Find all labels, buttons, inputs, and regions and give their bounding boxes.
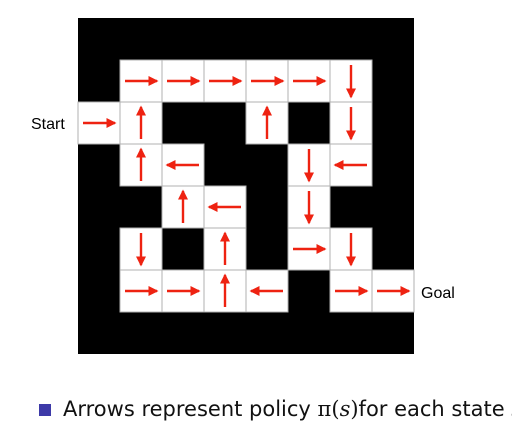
close-paren: ) [350, 397, 359, 421]
goal-label: Goal [421, 285, 455, 302]
maze-cells [77, 59, 415, 313]
caption: Arrows represent policy π(s) for each st… [39, 397, 512, 421]
pi-symbol: π [317, 397, 332, 421]
maze-diagram [77, 18, 415, 354]
state-variable: s [339, 397, 351, 421]
open-paren: ( [331, 397, 340, 421]
start-label: Start [31, 116, 65, 133]
policy-arrows [83, 65, 411, 307]
caption-prefix: Arrows represent policy [63, 397, 311, 421]
bullet-square-icon [39, 404, 51, 416]
caption-suffix: for each state [358, 397, 505, 421]
